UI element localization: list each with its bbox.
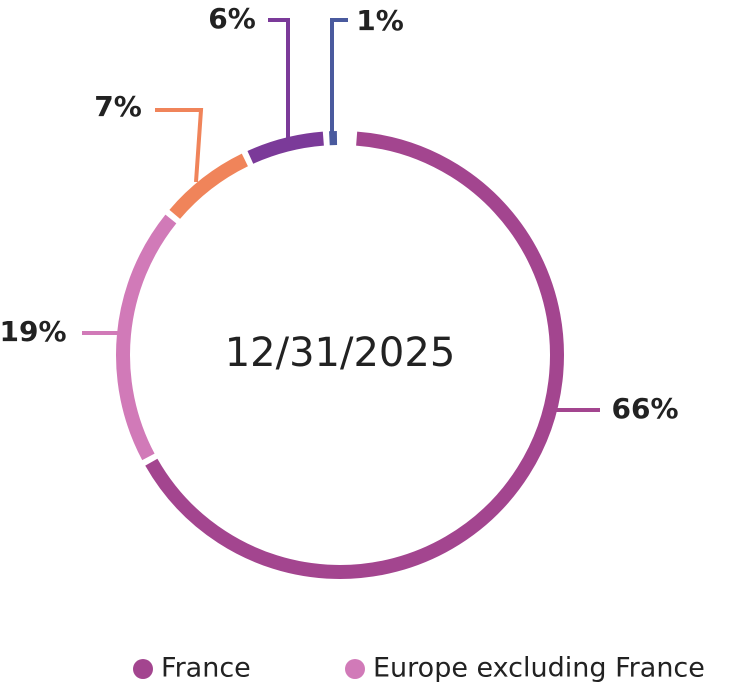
- leader-line: [268, 18, 290, 140]
- legend-label: France: [161, 653, 251, 684]
- value-label: 66%: [611, 392, 678, 425]
- value-label: 7%: [94, 90, 142, 123]
- value-label: 1%: [356, 4, 404, 37]
- donut-segment: [247, 131, 324, 164]
- value-label: 19%: [0, 315, 67, 348]
- legend-marker: [345, 659, 365, 679]
- legend-marker: [133, 659, 153, 679]
- leader-line: [155, 108, 204, 183]
- legend-label: Europe excluding France: [373, 653, 705, 684]
- donut-segment: [169, 153, 249, 219]
- leader-line: [330, 18, 348, 135]
- center-label: 12/31/2025: [225, 330, 456, 376]
- donut-segment: [116, 214, 177, 461]
- value-label: 6%: [208, 2, 256, 35]
- donut-segment: [145, 131, 564, 579]
